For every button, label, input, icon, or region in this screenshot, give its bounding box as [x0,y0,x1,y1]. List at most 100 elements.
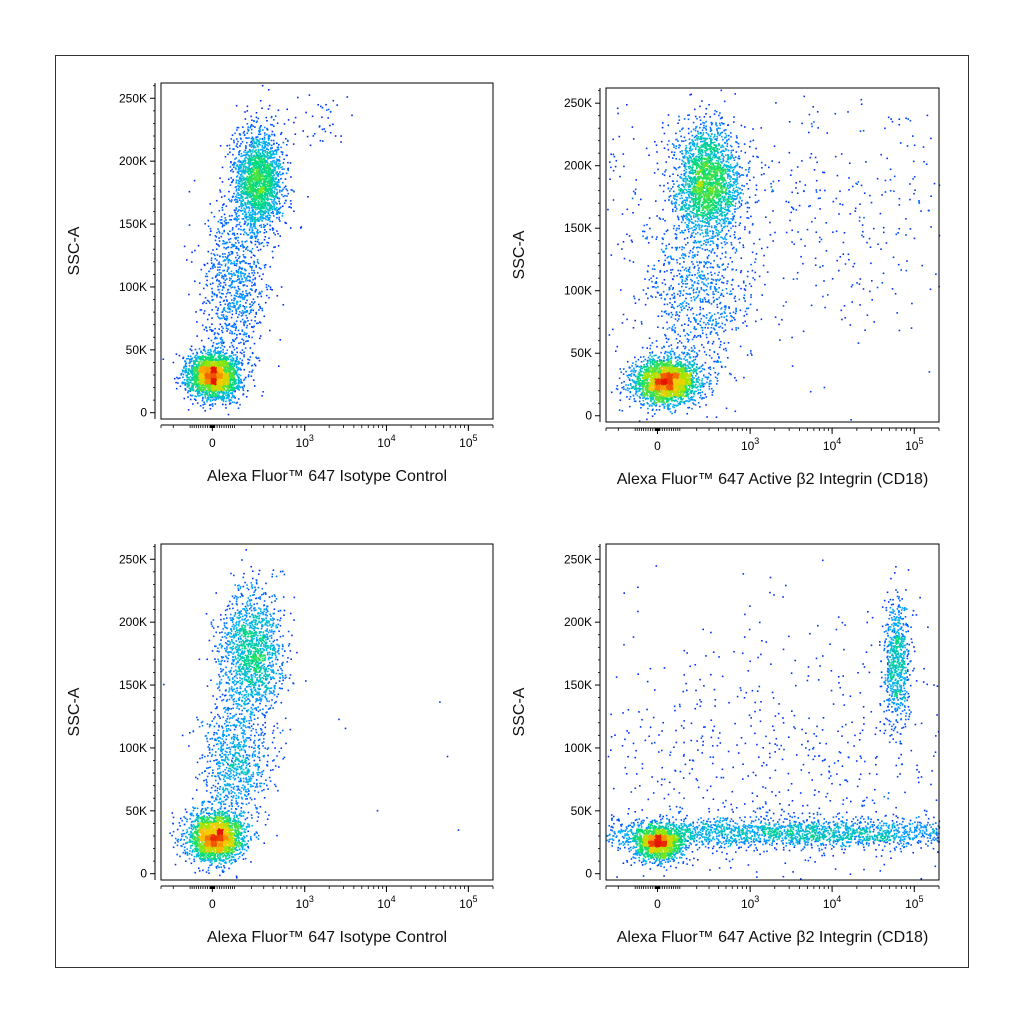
event-point [274,134,276,136]
event-point [249,155,251,157]
event-point [250,217,252,219]
event-point [244,332,246,334]
event-point [272,124,274,126]
event-point [259,142,261,144]
event-point [237,183,239,185]
event-point [276,189,278,191]
event-point [262,138,264,140]
event-point [232,154,234,156]
event-point [268,167,270,169]
event-point [247,178,249,180]
event-point [255,236,257,238]
event-point [191,360,193,362]
event-point [238,242,240,244]
event-point [260,307,262,309]
event-point [234,158,236,160]
event-point [222,224,224,226]
event-point [190,356,192,358]
event-point [253,144,255,146]
event-point [247,123,249,125]
event-point [290,162,292,164]
event-point [248,376,250,378]
event-point [209,329,211,331]
event-point [200,395,202,397]
event-point [272,153,274,155]
event-point [257,195,259,197]
event-point [240,245,242,247]
event-point [240,201,242,203]
event-point [273,232,275,234]
event-point [273,171,275,173]
event-point [212,249,214,251]
event-point [261,195,263,197]
event-point [261,199,263,201]
event-point [207,349,209,351]
event-point [244,231,246,233]
event-point [232,369,234,371]
event-point [217,267,219,269]
event-point [235,226,237,228]
event-point [282,182,284,184]
event-point [209,394,211,396]
event-point [255,244,257,246]
event-point [278,245,280,247]
event-point [257,182,259,184]
event-point [204,349,206,351]
event-point [216,248,218,250]
event-point [251,223,253,225]
event-point [273,160,275,162]
event-point [187,396,189,398]
event-point [251,217,253,219]
event-point [195,399,197,401]
event-point [252,214,254,216]
event-point [223,247,225,249]
event-point [257,185,259,187]
event-point [261,157,263,159]
event-point [254,142,256,144]
event-point [205,351,207,353]
event-point [254,156,256,158]
event-point [246,185,248,187]
event-point [218,274,220,276]
event-point [243,356,245,358]
event-point [220,360,222,362]
event-point [236,199,238,201]
event-point [258,203,260,205]
event-point [229,292,231,294]
event-point [230,162,232,164]
event-point [225,303,227,305]
event-point [233,326,235,328]
event-point [219,232,221,234]
event-point [278,159,280,161]
event-point [275,187,277,189]
event-point [202,398,204,400]
event-point [234,391,236,393]
event-point [269,152,271,154]
event-point [263,184,265,186]
event-point [239,186,241,188]
event-point [238,224,240,226]
event-point [243,168,245,170]
event-point [224,397,226,399]
event-point [264,137,266,139]
event-point [268,198,270,200]
event-point [245,118,247,120]
event-point [285,223,287,225]
event-point [209,302,211,304]
event-point [191,346,193,348]
event-point [250,192,252,194]
event-point [274,167,276,169]
event-point [214,396,216,398]
event-point [222,181,224,183]
event-point [211,260,213,262]
event-point [279,156,281,158]
event-point [271,212,273,214]
event-point [240,297,242,299]
event-point [223,380,225,382]
event-point [245,147,247,149]
event-point [243,194,245,196]
event-point [233,376,235,378]
event-point [222,390,224,392]
event-point [255,241,257,243]
event-point [266,120,268,122]
